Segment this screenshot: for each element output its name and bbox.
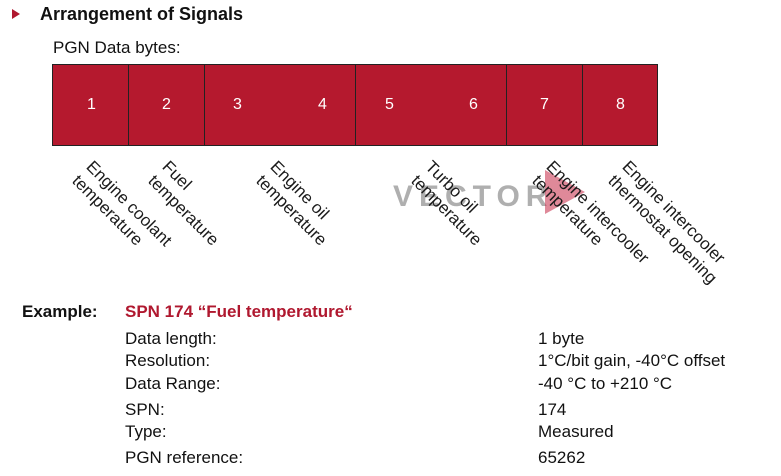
byte-number-3: 3 [233, 96, 242, 113]
byte-number-2: 2 [162, 96, 171, 113]
vector-logo-arrow-icon [545, 170, 585, 214]
example-title: SPN 174 “Fuel temperature“ [125, 302, 353, 321]
byte-cell-3-4 [205, 65, 356, 145]
spec-value-spn: 174 [538, 400, 567, 419]
byte-cell-2 [129, 65, 205, 145]
spec-value-data-range: -40 °C to +210 °C [538, 374, 673, 393]
spec-key-data-length: Data length: [125, 329, 217, 348]
byte-cell-5-6 [356, 65, 507, 145]
spec-value-data-length: 1 byte [538, 329, 585, 348]
byte-cell-7 [507, 65, 583, 145]
byte-cell-1 [53, 65, 129, 145]
byte-number-7: 7 [540, 96, 549, 113]
byte-number-6: 6 [469, 96, 478, 113]
spec-key-data-range: Data Range: [125, 374, 221, 393]
signal-label-engine-oil-temperature: Engine oil temperature [252, 157, 333, 250]
spec-value-type: Measured [538, 422, 614, 441]
slide-title-row: Arrangement of Signals [12, 3, 243, 25]
pgn-byte-bar: 1 2 3 4 5 6 7 8 [52, 64, 658, 146]
spec-key-spn: SPN: [125, 400, 165, 419]
byte-number-1: 1 [87, 96, 96, 113]
bullet-arrow-icon [12, 9, 20, 19]
spec-key-type: Type: [125, 422, 167, 441]
pgn-data-bytes-label: PGN Data bytes: [53, 38, 181, 57]
byte-number-5: 5 [385, 96, 394, 113]
vector-watermark: VECTOR [393, 180, 554, 213]
byte-number-4: 4 [318, 96, 327, 113]
example-label: Example: [22, 302, 98, 321]
spec-key-resolution: Resolution: [125, 351, 211, 370]
spec-value-pgn-reference: 65262 [538, 448, 586, 467]
slide-title: Arrangement of Signals [40, 3, 244, 24]
spec-value-resolution: 1°C/bit gain, -40°C offset [538, 351, 726, 370]
byte-number-8: 8 [616, 96, 625, 113]
spec-key-pgn-reference: PGN reference: [125, 448, 244, 467]
